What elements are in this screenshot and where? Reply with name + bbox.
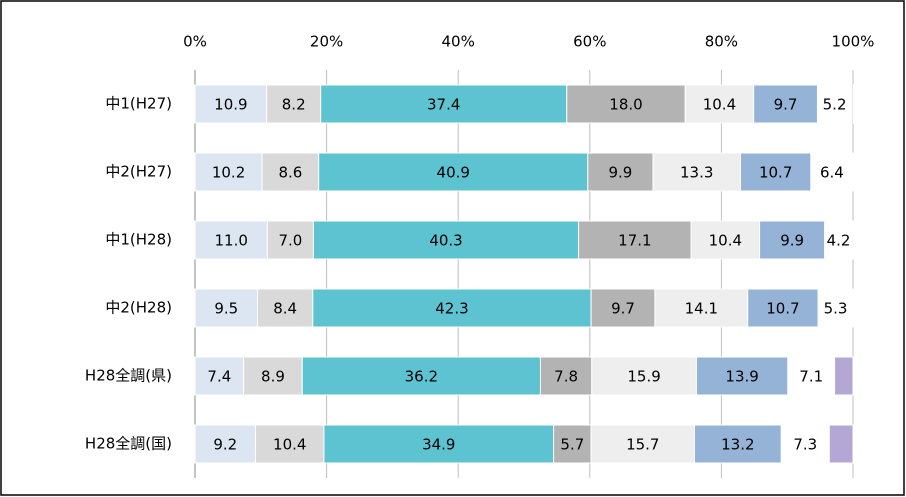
data-label: 9.9 [608,164,632,182]
bar-segment [301,356,541,396]
data-label: 13.9 [725,368,758,386]
bar-segment [194,152,263,192]
y-tick-label: 中2(H27) [105,163,172,181]
bar-segment [787,356,836,396]
data-label: 10.7 [759,164,792,182]
data-label: 7.3 [793,436,817,454]
bar-segment [747,288,819,328]
data-label: 10.9 [214,96,247,114]
bar-segment [684,84,755,124]
data-label: 8.6 [278,164,302,182]
bar-segment [851,84,854,124]
data-label: 5.2 [823,96,847,114]
data-label: 34.9 [422,436,455,454]
y-tick-label: 中1(H28) [105,231,172,249]
data-label: 14.1 [685,300,718,318]
bar-segment [591,356,697,396]
data-label: 10.2 [212,164,245,182]
bar-segment [590,424,695,464]
data-label: 13.2 [721,436,754,454]
data-label: 36.2 [405,368,438,386]
data-label: 7.0 [278,232,302,250]
data-label: 9.7 [611,300,635,318]
bar-segment [194,356,245,396]
data-label: 13.3 [680,164,713,182]
bar-segment [318,152,589,192]
data-label: 37.4 [427,96,460,114]
data-label: 7.4 [207,368,231,386]
data-label: 17.1 [618,232,651,250]
data-label: 6.4 [820,164,844,182]
data-label: 15.9 [627,368,660,386]
x-tick-label: 60% [573,33,606,51]
data-label: 8.9 [261,368,285,386]
bar-segment [320,84,568,124]
data-label: 9.2 [213,436,237,454]
bar-segment [739,152,812,192]
bar-segment [566,84,686,124]
bar-segment [810,152,854,192]
y-tick-label: 中2(H28) [105,299,172,317]
bar-segment [828,424,854,464]
data-label: 8.4 [273,300,297,318]
data-label: 18.0 [609,96,642,114]
data-label: 7.1 [799,368,823,386]
x-tick-label: 80% [705,33,738,51]
data-label: 15.7 [626,436,659,454]
bar-segment [851,220,854,260]
bar-segment [194,288,259,328]
y-tick-label: H28全調(県) [85,367,172,385]
bar-segment [695,356,789,396]
bar-segment [312,288,592,328]
bar-segment [693,424,782,464]
data-label: 9.5 [214,300,238,318]
data-label: 10.4 [709,232,742,250]
x-tick-label: 100% [832,33,875,51]
bar-segment [553,424,592,464]
bar-segment [266,84,322,124]
data-label: 5.3 [824,300,848,318]
bar-segment [539,356,593,396]
bar-segment [690,220,761,260]
bar-segment [257,288,314,328]
data-label: 9.7 [774,96,798,114]
bar-segment [323,424,555,464]
bar-segment [817,288,854,328]
bar-segment [834,356,854,396]
bar-segment [759,220,826,260]
data-label: 10.7 [766,300,799,318]
data-label: 5.7 [560,436,584,454]
x-tick-label: 40% [442,33,475,51]
data-label: 10.4 [703,96,736,114]
data-label: 8.2 [282,96,306,114]
data-label: 11.0 [214,232,247,250]
data-label: 40.9 [437,164,470,182]
bar-segment [194,84,268,124]
bar-segment [194,424,257,464]
x-tick-label: 0% [183,33,207,51]
bar-segment [194,220,268,260]
bar-segment [266,220,314,260]
bar-segment [578,220,692,260]
bar-segment [652,152,741,192]
data-label: 10.4 [273,436,306,454]
data-label: 7.8 [554,368,578,386]
data-label: 4.2 [827,232,851,250]
bar-segment [824,220,853,260]
bar-segment [590,288,656,328]
data-label: 40.3 [429,232,462,250]
y-tick-label: H28全調(国) [85,435,172,453]
data-label: 42.3 [435,300,468,318]
data-label: 9.9 [780,232,804,250]
x-tick-label: 20% [310,33,343,51]
y-tick-label: 中1(H27) [105,95,172,113]
bar-segment [780,424,830,464]
